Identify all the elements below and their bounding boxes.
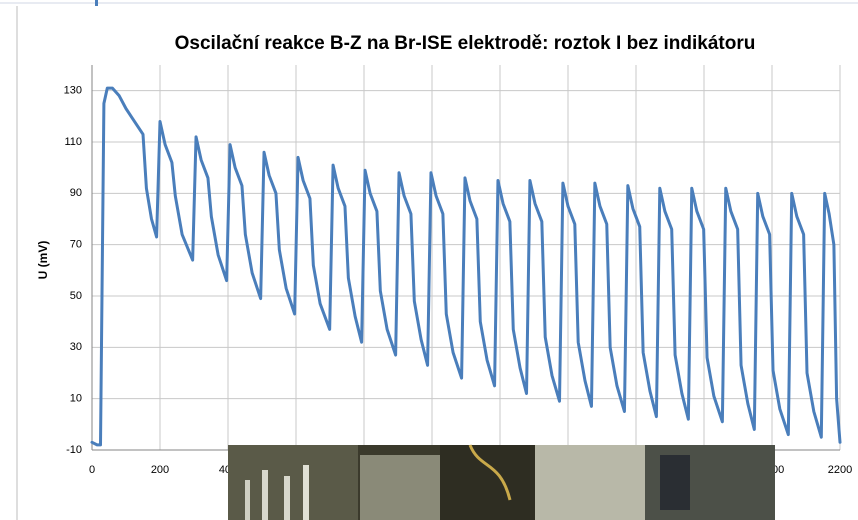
plot-area: -101030507090110130020040060080010001200…	[64, 65, 852, 476]
chart-title: Oscilační reakce B-Z na Br-ISE elektrodě…	[175, 33, 756, 54]
tube	[468, 444, 512, 501]
y-tick-label: 50	[70, 290, 82, 302]
x-tick-label: 0	[89, 464, 95, 476]
cell-cursor	[95, 0, 98, 6]
y-tick-label: 10	[70, 393, 82, 405]
y-tick-label: 90	[70, 187, 82, 199]
y-tick-label: 30	[70, 341, 82, 353]
y-axis-label: U (mV)	[36, 241, 50, 280]
photo-region	[440, 445, 535, 520]
photo-region	[360, 455, 440, 520]
x-tick-label: 200	[151, 464, 169, 476]
test-tube	[303, 465, 309, 520]
test-tube	[284, 476, 290, 520]
y-tick-label: 70	[70, 239, 82, 251]
y-tick-label: 110	[64, 136, 82, 148]
photo-overlay	[228, 444, 775, 520]
y-tick-label: 130	[64, 85, 82, 97]
device	[660, 455, 690, 510]
photo-region	[535, 445, 645, 520]
y-tick-label: -10	[66, 444, 82, 456]
test-tube	[262, 470, 268, 520]
x-tick-label: 2200	[828, 464, 852, 476]
data-line	[90, 86, 842, 447]
test-tube	[245, 480, 250, 520]
